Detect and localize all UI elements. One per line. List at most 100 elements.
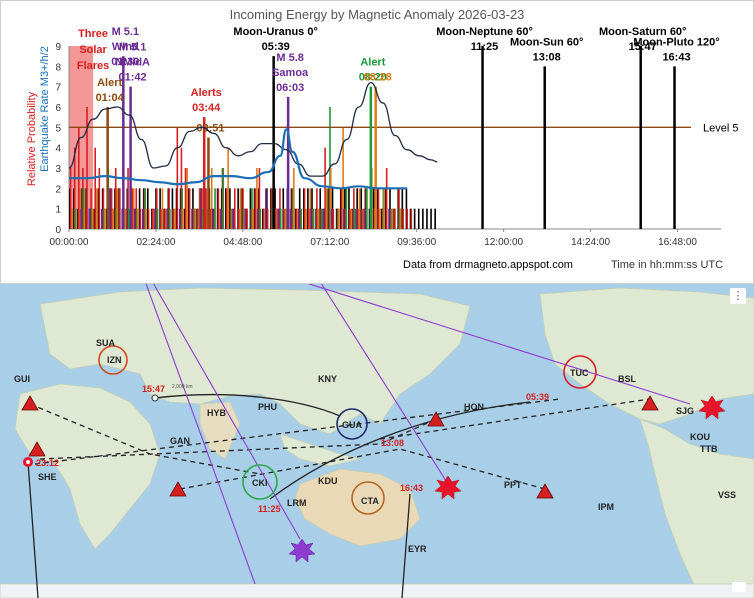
bar-orange bbox=[194, 208, 197, 229]
map-zoom-control[interactable] bbox=[732, 582, 746, 592]
bar-orange bbox=[95, 188, 98, 229]
bar-orange bbox=[358, 188, 361, 229]
bar-purple bbox=[289, 208, 292, 229]
station-label-phu: PHU bbox=[258, 402, 277, 412]
bar-red bbox=[270, 188, 273, 229]
bar-black bbox=[331, 188, 334, 229]
energy-chart: Incoming Energy by Magnetic Anomaly 2026… bbox=[26, 7, 738, 271]
bar-red bbox=[188, 188, 191, 229]
bar-green bbox=[345, 188, 348, 229]
bar-black bbox=[298, 188, 301, 229]
bar-orange bbox=[137, 208, 139, 229]
bar-black bbox=[266, 188, 268, 229]
x-tick-label: 02:24:00 bbox=[136, 237, 175, 248]
station-label-tuc: TUC bbox=[570, 368, 589, 378]
bar-red bbox=[151, 208, 154, 229]
event-label: M 5.8 bbox=[276, 52, 304, 64]
station-label-bsl: BSL bbox=[618, 374, 637, 384]
bar-purple bbox=[211, 208, 214, 229]
bar-orange bbox=[325, 188, 328, 229]
event-label: M 5.1 bbox=[112, 26, 140, 38]
bar-red bbox=[73, 147, 76, 229]
bar-red bbox=[279, 188, 281, 229]
event-label: Moon-Pluto 120° bbox=[633, 36, 719, 48]
event-label: 03:51 bbox=[196, 123, 224, 135]
bar-orange bbox=[116, 188, 119, 229]
solar-flare-label: Solar bbox=[79, 44, 107, 56]
bar-red bbox=[233, 188, 236, 229]
bar-green bbox=[222, 168, 225, 229]
bar-purple bbox=[388, 208, 390, 229]
bar-black bbox=[360, 188, 363, 229]
bar-purple bbox=[88, 208, 91, 229]
station-label-hyb: HYB bbox=[207, 408, 227, 418]
bar-red bbox=[394, 208, 396, 229]
x-tick-label: 09:36:00 bbox=[397, 237, 436, 248]
y-axis-label-left: Relative Probability bbox=[26, 91, 38, 186]
chart-panel: Incoming Energy by Magnetic Anomaly 2026… bbox=[0, 0, 754, 284]
bar-orange bbox=[79, 188, 82, 229]
world-map[interactable]: SUA IZN GUI KNY HYB PHU GAN GUA HON CKI KDU LRM CTA E… bbox=[0, 284, 754, 598]
bar-red bbox=[332, 208, 335, 229]
solar-flare-label: Three bbox=[78, 28, 108, 40]
bar-red bbox=[135, 188, 138, 229]
earthquake-markers bbox=[288, 395, 726, 563]
time-label: 16:43 bbox=[400, 483, 423, 493]
bar-orange bbox=[182, 208, 184, 229]
bar-red bbox=[410, 208, 413, 229]
bar-green bbox=[300, 208, 303, 229]
y-tick-label: 9 bbox=[55, 42, 61, 53]
station-label-she: SHE bbox=[38, 472, 57, 482]
bar-orange bbox=[399, 208, 402, 229]
bar-purple bbox=[256, 208, 259, 229]
bar-green bbox=[353, 208, 356, 229]
bar-purple bbox=[154, 208, 156, 229]
bar-red bbox=[155, 188, 158, 229]
map-scale: 2,000 km bbox=[172, 384, 193, 390]
event-label: 05:39 bbox=[262, 41, 290, 53]
bar-red bbox=[168, 188, 170, 229]
event-label: 11:25 bbox=[471, 41, 499, 53]
data-source: Data from drmagneto.appspot.com bbox=[403, 259, 573, 271]
bar-purple bbox=[277, 208, 279, 229]
bar-red bbox=[139, 208, 142, 229]
bar-green bbox=[169, 208, 171, 229]
bar-orange bbox=[239, 188, 242, 229]
event-label: 06:03 bbox=[276, 82, 304, 94]
bar-red bbox=[324, 147, 326, 229]
bar-red bbox=[184, 168, 187, 229]
event-label: 16:43 bbox=[662, 51, 690, 63]
station-label-cki: CKI bbox=[252, 478, 268, 488]
bar-red bbox=[340, 188, 343, 229]
bar-black bbox=[344, 188, 346, 229]
bar-purple bbox=[100, 208, 103, 229]
station-label-kny: KNY bbox=[318, 374, 337, 384]
event-label: Moon-Neptune 60° bbox=[436, 26, 533, 38]
bar-black bbox=[192, 188, 194, 229]
bar-orange bbox=[391, 208, 394, 229]
event-label: 08:28 bbox=[364, 72, 392, 84]
bar-black bbox=[319, 188, 322, 229]
time-label: 05:39 bbox=[526, 392, 549, 402]
bar-red bbox=[197, 208, 199, 229]
event-label: 15:47 bbox=[629, 41, 657, 53]
bar-red bbox=[398, 188, 400, 229]
origin-dot bbox=[151, 394, 159, 402]
map-menu-button[interactable]: ⋮ bbox=[730, 288, 746, 304]
bar-orange bbox=[112, 208, 115, 229]
event-label: Moon-Uranus 0° bbox=[233, 26, 317, 38]
chart-title: Incoming Energy by Magnetic Anomaly 2026… bbox=[230, 7, 525, 22]
bar-black bbox=[229, 188, 231, 229]
bar-black bbox=[422, 208, 424, 229]
bar-orange bbox=[210, 168, 213, 229]
bar-red bbox=[201, 188, 203, 229]
bar-red bbox=[303, 188, 306, 229]
bar-red bbox=[402, 208, 404, 229]
bar-purple bbox=[133, 208, 136, 229]
x-tick-label: 00:00:00 bbox=[50, 237, 89, 248]
bar-red bbox=[69, 168, 72, 229]
event-label: Alerts bbox=[191, 87, 222, 99]
bar-orange bbox=[293, 168, 295, 229]
station-label-gui: GUI bbox=[14, 374, 30, 384]
x-tick-label: 14:24:00 bbox=[571, 237, 610, 248]
